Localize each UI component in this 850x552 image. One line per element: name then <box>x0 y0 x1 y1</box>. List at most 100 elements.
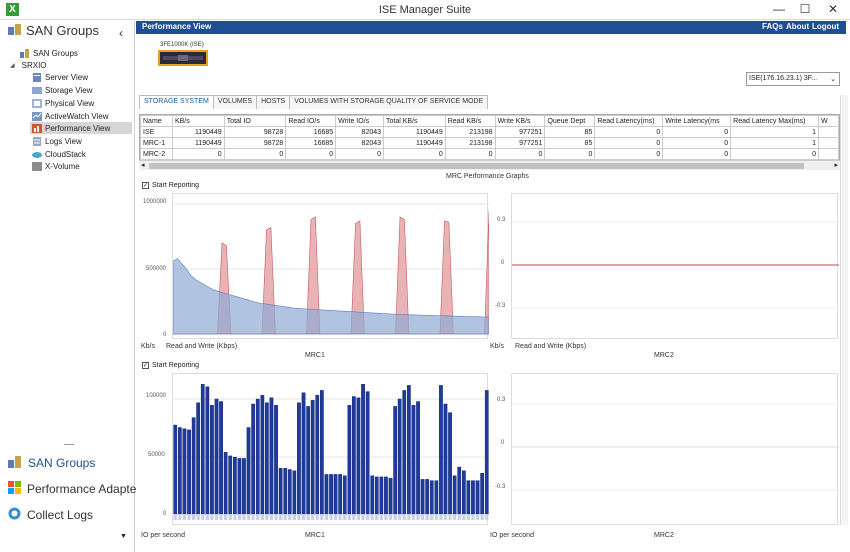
table-cell: 0 <box>594 137 664 149</box>
io-bar-reflection <box>338 514 342 520</box>
tree-item-physical-view[interactable]: Physical View <box>32 97 94 109</box>
minimize-button[interactable]: — <box>773 2 785 16</box>
mrc2-io-name: MRC2 <box>654 532 674 539</box>
mrc1-kb-legend: Read and Write (Kbps) <box>166 343 238 350</box>
tree-item-activewatch-view[interactable]: ActiveWatch View <box>32 110 109 122</box>
column-header[interactable]: Write KB/s <box>494 115 546 127</box>
start-reporting-checkbox-kb[interactable]: ✓ Start Reporting <box>142 182 199 189</box>
close-button[interactable]: ✕ <box>827 2 839 16</box>
io-bar <box>219 401 223 515</box>
column-header[interactable]: Total IO <box>223 115 287 127</box>
io-bar <box>269 397 274 515</box>
table-cell: MRC-2 <box>140 148 173 160</box>
io-bar-reflection <box>320 514 324 520</box>
io-bar-reflection <box>480 514 484 520</box>
table-cell: 0 <box>383 148 446 160</box>
io-bar-reflection <box>173 514 177 520</box>
io-bar <box>173 424 178 515</box>
column-header[interactable]: Name <box>140 115 173 127</box>
nav-label: SAN Groups <box>28 456 96 470</box>
table-cell: 82043 <box>335 126 385 138</box>
tree-item-server-view[interactable]: Server View <box>32 71 88 83</box>
about-link[interactable]: About <box>786 22 810 31</box>
collapse-sidebar-icon[interactable]: ‹ <box>119 26 123 40</box>
sidebar <box>0 21 135 552</box>
io-bar-reflection <box>242 514 246 520</box>
logout-link[interactable]: Logout <box>812 22 840 31</box>
table-cell: 0 <box>223 148 287 160</box>
io-bar <box>397 398 402 515</box>
tree-item-srxio[interactable]: ◢ SRXIO <box>10 59 47 71</box>
tree-item-x-volume[interactable]: X-Volume <box>32 160 80 172</box>
x-volume-icon <box>32 161 42 171</box>
tree-item-san-groups[interactable]: SAN Groups <box>20 47 78 59</box>
io-bar-reflection <box>407 514 411 520</box>
io-bar <box>182 428 187 515</box>
table-cell: 1 <box>730 137 820 149</box>
column-header[interactable]: KB/s <box>171 115 225 127</box>
start-reporting-checkbox-io[interactable]: ✓ Start Reporting <box>142 362 199 369</box>
tab-storage-system[interactable]: STORAGE SYSTEM <box>139 95 214 109</box>
nav-san-groups[interactable]: SAN Groups <box>8 455 95 471</box>
tab-volumes-qos[interactable]: VOLUMES WITH STORAGE QUALITY OF SERVICE … <box>289 95 489 109</box>
io-bar <box>384 476 388 515</box>
io-bar <box>402 390 407 515</box>
io-bar-reflection <box>178 514 182 520</box>
io-bar-reflection <box>393 514 397 520</box>
storage-icon <box>32 86 42 95</box>
cloudstack-icon <box>32 150 42 159</box>
device-tile[interactable] <box>158 50 208 66</box>
column-header[interactable]: Queue Dept <box>544 115 596 127</box>
physical-icon <box>32 98 42 108</box>
io-bar <box>283 468 288 515</box>
faqs-link[interactable]: FAQs <box>762 22 783 31</box>
scrollbar-thumb[interactable] <box>149 163 804 169</box>
column-header[interactable]: Read Latency Max(ms) <box>730 115 820 127</box>
table-cell: 98728 <box>223 126 287 138</box>
column-header[interactable]: Write Latency(ms <box>662 115 732 127</box>
io-bar <box>370 475 375 515</box>
column-header[interactable]: W <box>818 115 839 127</box>
sidebar-splitter[interactable] <box>64 444 74 445</box>
scroll-left-icon[interactable]: ◂ <box>141 162 145 169</box>
table-cell: 0 <box>730 148 820 160</box>
tree-item-performance-view[interactable]: Performance View <box>30 122 132 134</box>
app-icon: X <box>6 3 19 16</box>
io-bar-reflection <box>485 514 489 520</box>
column-header[interactable]: Write IO/s <box>335 115 385 127</box>
y-tick: 100000 <box>146 393 167 399</box>
device-select[interactable]: ISE(176.16.23.1) 3F... ⌄ <box>746 72 840 86</box>
tree-item-logs-view[interactable]: Logs View <box>32 135 82 147</box>
table-horizontal-scrollbar[interactable]: ◂ ▸ <box>139 160 840 170</box>
window-title: ISE Manager Suite <box>378 4 472 16</box>
io-bar-reflection <box>439 514 443 520</box>
io-bar-reflection <box>224 514 228 520</box>
tree-item-storage-view[interactable]: Storage View <box>32 84 92 96</box>
checkbox-box[interactable]: ✓ <box>142 362 149 369</box>
mrc2-io-ylabel: IO per second <box>490 532 534 539</box>
tab-hosts[interactable]: HOSTS <box>256 95 291 109</box>
tab-volumes[interactable]: VOLUMES <box>212 95 258 109</box>
checkbox-box[interactable]: ✓ <box>142 182 149 189</box>
table-row[interactable]: MRC-1 1190449 98728 16685 82043 1190449 213198… <box>140 137 839 149</box>
maximize-button[interactable]: ☐ <box>799 2 811 16</box>
io-bar <box>315 395 320 515</box>
main-vertical-scrollbar[interactable] <box>840 95 848 525</box>
column-header[interactable]: Total KB/s <box>383 115 446 127</box>
table-row[interactable]: ISE 1190449 98728 16685 82043 1190449 213198 97… <box>140 126 839 138</box>
io-bar <box>448 412 452 515</box>
nav-performance-adapter[interactable]: Performance Adapter <box>8 481 140 497</box>
column-header[interactable]: Read IO/s <box>285 115 337 127</box>
tree-item-cloudstack[interactable]: CloudStack <box>32 148 86 160</box>
io-bar <box>452 475 457 515</box>
io-bar <box>274 405 278 515</box>
column-header[interactable]: Read KB/s <box>444 115 496 127</box>
column-header[interactable]: Read Latency(ms) <box>594 115 664 127</box>
table-row[interactable]: MRC-2 0 0 0 0 0 0 0 0 0 0 0 <box>140 148 839 160</box>
tree-item-label: Performance View <box>45 123 111 133</box>
table-cell: 0 <box>662 137 732 149</box>
sidebar-more-icon[interactable]: ▼ <box>120 533 127 540</box>
nav-collect-logs[interactable]: Collect Logs <box>8 507 93 523</box>
table-cell: 977251 <box>494 137 546 149</box>
scroll-right-icon[interactable]: ▸ <box>834 162 838 169</box>
